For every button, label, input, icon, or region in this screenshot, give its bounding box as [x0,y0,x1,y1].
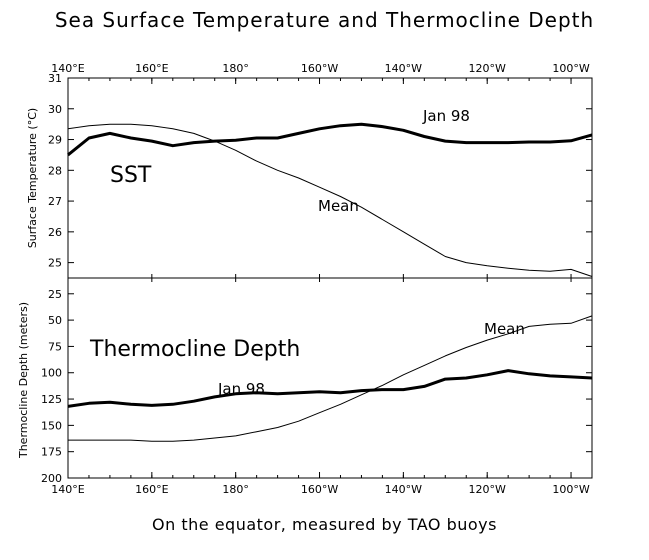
chart-title: Sea Surface Temperature and Thermocline … [54,8,595,32]
depth-y-tick-label: 50 [48,314,62,327]
sst-series-jan98-line [67,122,593,157]
sst-mean-label: Mean [318,197,359,215]
x-tick-label-top: 140°W [385,62,422,75]
x-tick-label-top: 180° [222,62,249,75]
x-tick-label-bottom: 140°W [385,483,422,496]
x-tick-label-top: 120°W [469,62,506,75]
x-tick-label-top: 160°E [135,62,168,75]
depth-y-tick-label: 100 [41,367,62,380]
depth-y-tick-label: 25 [48,288,62,301]
sst-y-tick-label: 26 [48,226,62,239]
sst-y-axis-label: Surface Temperature (°C) [26,108,39,248]
depth-series-mean-line [68,315,593,442]
sst-y-tick-label: 29 [48,134,62,147]
series-layer [67,122,593,442]
depth-y-tick-label: 200 [41,472,62,485]
sst-y-tick-label: 30 [48,103,62,116]
x-tick-label-bottom: 180° [222,483,249,496]
depth-mean-label: Mean [484,320,525,338]
chart-footer: On the equator, measured by TAO buoys [152,515,497,534]
x-tick-label-top: 160°W [301,62,338,75]
sst-y-tick-label: 27 [48,195,62,208]
x-tick-label-bottom: 100°W [552,483,589,496]
sst-panel-label: SST [110,163,152,188]
x-tick-label-bottom: 140°E [51,483,84,496]
depth-y-tick-label: 125 [41,393,62,406]
sst-y-tick-label: 25 [48,257,62,270]
x-tick-label-bottom: 160°W [301,483,338,496]
x-tick-label-top: 100°W [552,62,589,75]
depth-panel-label: Thermocline Depth [89,337,300,362]
sst-y-tick-label: 31 [48,72,62,85]
sst-jan98-label: Jan 98 [422,107,470,125]
x-tick-label-top: 140°E [51,62,84,75]
x-tick-label-bottom: 160°E [135,483,168,496]
sst-y-tick-label: 28 [48,164,62,177]
tick-layer: 140°E 140°E 160°E 160°E 180° 180° 160°W 160°W 14… [41,62,593,496]
depth-y-tick-label: 175 [41,446,62,459]
depth-y-tick-label: 150 [41,419,62,432]
depth-series-jan98-line [67,369,593,408]
depth-y-tick-label: 75 [48,340,62,353]
x-tick-label-bottom: 120°W [469,483,506,496]
depth-y-axis-label: Thermocline Depth (meters) [17,302,30,459]
sst-series-mean-line [67,123,593,277]
